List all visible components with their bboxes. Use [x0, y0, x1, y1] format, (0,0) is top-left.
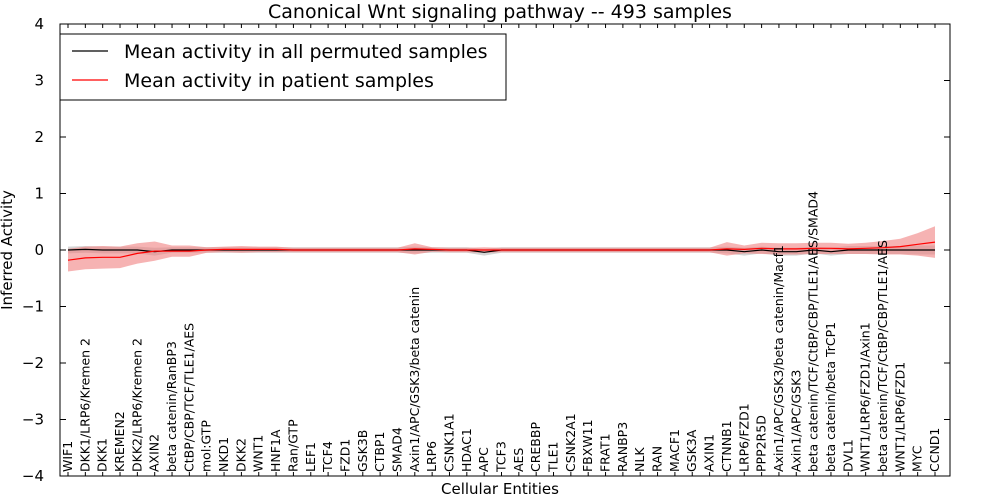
x-tick-label: MYC — [910, 445, 925, 472]
x-tick-label: Axin1/APC/GSK3/beta catenin/Macf1 — [771, 245, 786, 472]
x-tick-label: PPP2R5D — [754, 415, 769, 472]
x-tick-label: CCND1 — [927, 428, 942, 472]
y-tick-label: 0 — [34, 241, 44, 259]
y-tick-label: −4 — [22, 467, 44, 485]
x-tick-label: CTBP1 — [372, 432, 387, 472]
x-tick-label: beta catenin/RanBP3 — [164, 341, 179, 472]
x-tick-label: TLE1 — [546, 442, 561, 473]
x-tick-label: FBXW11 — [580, 419, 595, 472]
x-tick-label: APC — [476, 447, 491, 472]
legend-box — [59, 33, 507, 101]
x-tick-label: KREMEN2 — [112, 411, 127, 472]
x-tick-label: WNT1 — [251, 435, 266, 472]
x-tick-label: LRP6 — [424, 441, 439, 472]
x-tick-label: DKK1 — [95, 438, 110, 472]
x-tick-label: DKK2/LRP6/Kremen 2 — [129, 338, 144, 472]
x-tick-label: FZD1 — [337, 439, 352, 472]
x-tick-label: AXIN1 — [702, 434, 717, 472]
x-tick-label: DVL1 — [840, 439, 855, 472]
x-tick-label: HDAC1 — [459, 428, 474, 472]
x-tick-label: WNT1/LRP6/FZD1/Axin1 — [858, 322, 873, 472]
series-band-1 — [68, 226, 935, 272]
x-tick-label: GSK3B — [355, 430, 370, 472]
x-tick-label: CSNK1A1 — [441, 413, 456, 472]
x-tick-label: WIF1 — [60, 441, 75, 472]
x-axis-ticks: WIF1 DKK1/LRP6/Kremen 2 DKK1 KREMEN2 DKK2/LR… — [60, 24, 942, 476]
x-tick-label: AXIN2 — [147, 434, 162, 472]
y-tick-label: 2 — [34, 128, 44, 146]
legend: Mean activity in all permuted samples Me… — [59, 33, 507, 101]
y-tick-label: 1 — [34, 185, 44, 203]
y-axis-label: Inferred Activity — [0, 190, 16, 310]
x-tick-label: Axin1/APC/GSK3 — [788, 370, 803, 472]
x-tick-label: beta catenin/TCF/CtBP/CBP/TLE1/AES/SMAD4 — [806, 191, 821, 472]
x-tick-label: SMAD4 — [389, 427, 404, 472]
chart-title: Canonical Wnt signaling pathway -- 493 s… — [268, 1, 732, 23]
x-tick-label: NKD1 — [216, 437, 231, 472]
x-tick-label: Ran/GTP — [285, 419, 300, 472]
x-tick-label: CtBP/CBP/TCF/TLE1/AES — [181, 323, 196, 472]
y-tick-label: 3 — [34, 72, 44, 90]
x-tick-label: CTNNB1 — [719, 420, 734, 472]
x-tick-label: beta catenin/beta TrCP1 — [823, 322, 838, 472]
x-tick-label: TCF4 — [320, 441, 335, 473]
x-tick-label: CREBBP — [528, 422, 543, 472]
legend-label-permuted: Mean activity in all permuted samples — [124, 41, 487, 63]
x-tick-label: LRP6/FZD1 — [736, 403, 751, 472]
x-tick-label: AES — [511, 448, 526, 472]
x-tick-label: HNF1A — [268, 429, 283, 472]
y-tick-label: 4 — [34, 15, 44, 33]
x-tick-label: NLK — [632, 447, 647, 472]
x-tick-label: GSK3A — [684, 429, 699, 472]
x-axis-label: Cellular Entities — [441, 480, 559, 498]
x-tick-label: LEF1 — [303, 442, 318, 472]
x-tick-label: DKK2 — [233, 438, 248, 472]
x-tick-label: RAN — [650, 446, 665, 472]
x-tick-label: beta catenin/TCF/CtBP/CBP/TLE1/AES — [875, 240, 890, 472]
plot-area — [67, 226, 936, 272]
x-tick-label: Axin1/APC/GSK3/beta catenin — [407, 287, 422, 472]
x-tick-label: WNT1/LRP6/FZD1 — [892, 362, 907, 472]
plot-frame — [59, 23, 951, 477]
x-tick-label: MACF1 — [667, 429, 682, 472]
series-line-1 — [67, 241, 936, 261]
y-tick-label: −2 — [22, 354, 44, 372]
x-tick-label: CSNK2A1 — [563, 413, 578, 472]
y-axis-ticks: −4 −3 −2 −1 0 1 2 3 4 — [22, 15, 950, 485]
x-tick-label: DKK1/LRP6/Kremen 2 — [77, 338, 92, 472]
x-tick-label: mol:GTP — [199, 420, 214, 472]
legend-label-patient: Mean activity in patient samples — [124, 70, 434, 92]
y-tick-label: −1 — [22, 298, 44, 316]
y-tick-label: −3 — [22, 411, 44, 429]
x-tick-label: FRAT1 — [598, 433, 613, 472]
x-tick-label: RANBP3 — [615, 422, 630, 472]
x-tick-label: TCF3 — [494, 441, 509, 473]
